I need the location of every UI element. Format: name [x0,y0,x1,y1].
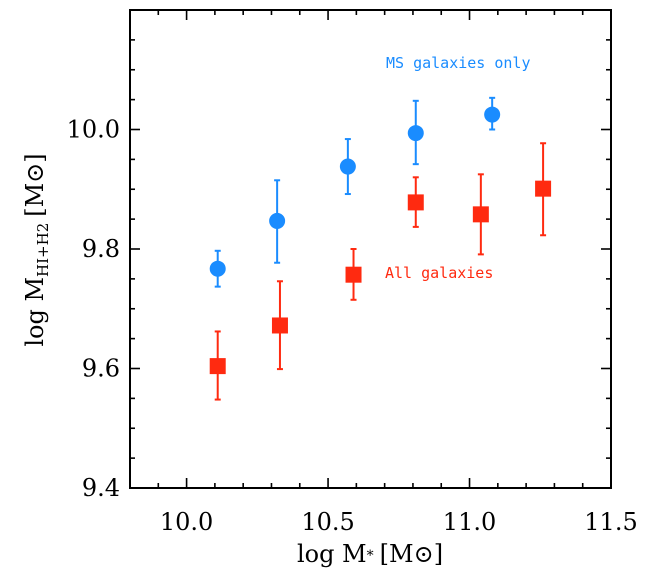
x-tick-label: 11.5 [584,508,637,536]
y-axis-title-sun-symbol: ⊙ [21,163,49,183]
x-axis-title-sub: * [367,548,374,564]
x-axis-title-sun-symbol: ⊙ [414,540,434,568]
y-axis-ticks: 9.4 9.6 9.8 10.0 [67,9,611,502]
series-layer [209,96,552,401]
x-tick-label: 10.0 [160,508,213,536]
x-axis-title-unit-close: ] [434,540,443,568]
legend-label-ms-galaxies: MS galaxies only [386,54,531,72]
y-tick-label: 9.8 [82,235,120,263]
data-point [209,358,226,375]
data-point [345,266,362,283]
plot-frame [129,9,612,489]
y-tick-label: 10.0 [67,116,120,144]
data-point [484,106,501,123]
y-axis-title-sub: HI+H2 [34,223,52,277]
y-axis-title-unit-close: ] [21,153,49,162]
y-tick-label: 9.6 [82,355,120,383]
data-point [407,125,424,142]
data-point [271,317,288,334]
y-axis-title-main: log M [21,277,49,347]
data-point [209,260,226,277]
y-tick-label: 9.4 [82,474,120,502]
x-tick-label: 10.5 [301,508,354,536]
y-axis-title-unit: [M [21,183,49,217]
series-ms-galaxies [209,96,501,288]
data-point [269,212,286,229]
x-axis-title: log M* [M⊙] [297,540,443,568]
y-axis-title: log MHI+H2 [M⊙] [21,153,52,346]
data-point [472,206,489,223]
x-axis-ticks: 10.0 10.5 11.0 11.5 [129,10,638,536]
x-axis-title-unit: [M [380,540,414,568]
series-all-galaxies [209,142,552,401]
data-point [535,180,552,197]
data-point [407,194,424,211]
data-point [339,158,356,175]
legend-label-all-galaxies: All galaxies [385,264,493,282]
x-axis-title-main: log M [297,540,367,568]
x-tick-label: 11.0 [443,508,496,536]
